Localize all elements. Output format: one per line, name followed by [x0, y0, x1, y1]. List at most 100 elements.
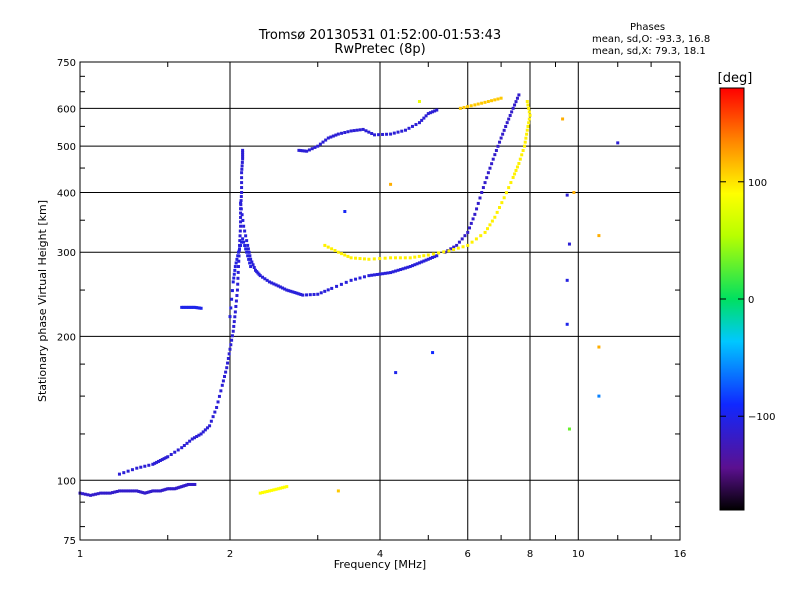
echo-point — [243, 229, 247, 233]
echo-point — [122, 489, 126, 493]
echo-point — [205, 426, 209, 430]
echo-point — [94, 492, 98, 496]
echo-point — [505, 121, 509, 125]
echo-point — [81, 492, 85, 496]
echo-point — [493, 98, 497, 102]
echo-point — [278, 285, 282, 289]
echo-point — [321, 140, 325, 144]
echo-point — [567, 242, 571, 246]
echo-point — [420, 118, 424, 122]
echo-point — [481, 186, 485, 190]
echo-point — [139, 465, 143, 469]
echo-point — [473, 103, 477, 107]
echo-point — [103, 491, 107, 495]
echo-point — [329, 135, 333, 139]
echo-point — [399, 268, 403, 272]
echo-point — [194, 306, 198, 310]
echo-point — [248, 261, 252, 265]
echo-point — [343, 210, 347, 214]
echo-point — [235, 294, 239, 298]
echo-point — [235, 288, 239, 292]
echo-point — [407, 126, 411, 130]
echo-point — [230, 334, 234, 338]
echo-point — [133, 489, 137, 493]
echo-point — [219, 389, 223, 393]
echo-point — [523, 144, 527, 148]
echo-point — [426, 253, 430, 257]
echo-point — [263, 277, 267, 281]
echo-point — [462, 105, 466, 109]
echo-point — [289, 289, 293, 293]
echo-point — [307, 148, 311, 152]
echo-point — [323, 243, 327, 247]
echo-point — [466, 230, 470, 234]
echo-point — [333, 249, 337, 253]
echo-point — [377, 133, 381, 137]
echo-point — [375, 272, 379, 276]
echo-point — [483, 181, 487, 185]
echo-point — [247, 250, 251, 254]
echo-point — [426, 257, 430, 261]
echo-point — [115, 489, 119, 493]
echo-point — [362, 275, 366, 279]
echo-point — [433, 109, 437, 113]
echo-point — [511, 175, 515, 179]
echo-point — [496, 144, 500, 148]
echo-point — [389, 256, 393, 260]
echo-point — [469, 221, 473, 225]
echo-point — [572, 190, 576, 194]
echo-point — [168, 487, 172, 491]
echo-point — [196, 306, 200, 310]
echo-point — [335, 284, 339, 288]
echo-point — [517, 161, 521, 165]
echo-point — [433, 255, 437, 259]
echo-point — [235, 257, 239, 261]
echo-point — [153, 489, 157, 493]
echo-point — [226, 356, 230, 360]
echo-point — [236, 276, 240, 280]
echo-point — [389, 271, 393, 275]
echo-point — [173, 450, 177, 454]
echo-point — [401, 267, 405, 271]
colorbar-tick-label: −100 — [748, 412, 775, 423]
echo-point — [249, 257, 253, 261]
echo-point — [403, 128, 407, 132]
echo-point — [398, 256, 402, 260]
echo-point — [252, 266, 256, 270]
echo-point — [83, 492, 87, 496]
axis-ticks: 1 2 4 6 8 10 16 75 100 200 300 400 500 600 750 — [57, 58, 686, 560]
echo-point — [278, 486, 282, 490]
echo-point — [316, 292, 320, 296]
echo-point — [166, 487, 170, 491]
echo-point — [527, 121, 531, 125]
echo-point — [297, 292, 301, 296]
echo-point — [232, 320, 236, 324]
echo-point — [180, 485, 184, 489]
echo-point — [428, 256, 432, 260]
echo-point — [500, 201, 504, 205]
echo-point — [190, 482, 194, 486]
echo-point — [89, 493, 93, 497]
echo-point — [471, 217, 475, 221]
echo-point — [243, 244, 247, 248]
echo-point — [227, 352, 231, 356]
echo-point — [486, 100, 490, 104]
echo-point — [239, 224, 243, 228]
echo-point — [117, 472, 121, 476]
echo-point — [181, 484, 185, 488]
echo-point — [502, 196, 506, 200]
echo-point — [528, 113, 532, 117]
echo-point — [431, 255, 435, 259]
echo-point — [157, 459, 161, 463]
echo-point — [135, 466, 139, 470]
echo-point — [526, 103, 530, 107]
echo-point — [178, 485, 182, 489]
phase-stats-x: mean, sd,X: 79.3, 18.1 — [592, 46, 706, 57]
echo-point — [476, 102, 480, 106]
echo-point — [239, 244, 243, 248]
echo-point — [192, 436, 196, 440]
echo-point — [245, 239, 249, 243]
echo-point — [285, 485, 289, 489]
echo-point — [190, 305, 194, 309]
